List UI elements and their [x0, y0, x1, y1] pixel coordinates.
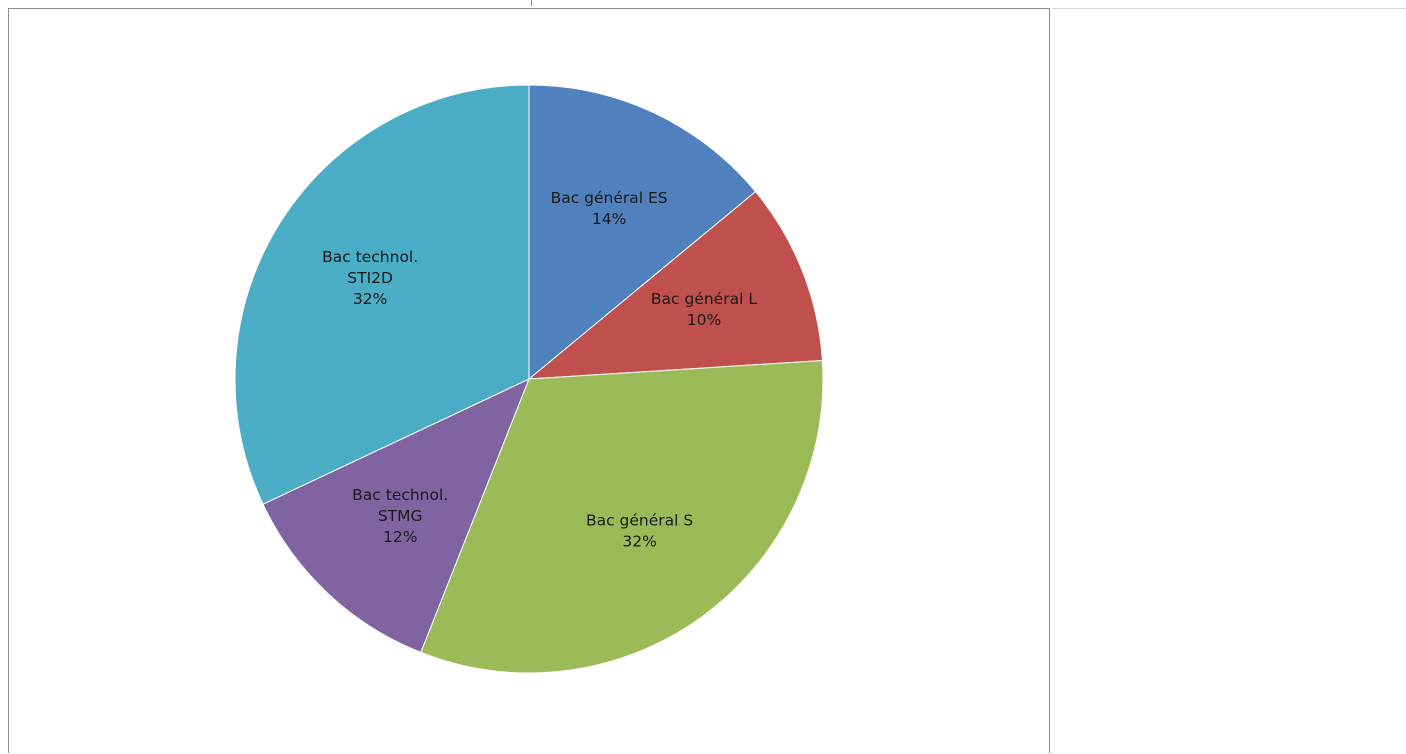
pie-slice[interactable] [528, 84, 757, 381]
pie-slice[interactable] [234, 84, 530, 505]
slice-value-label: 14% [592, 210, 626, 228]
slice-category-label: Bac général S [586, 512, 693, 530]
slice-label: Bac technol. STI2D 32% [322, 248, 418, 308]
top-marker [531, 0, 532, 6]
pie-labels: Bac général ES 14%Bac général L 10%Bac gén… [322, 189, 757, 550]
chart-area[interactable]: Bac général ES 14% Bac général L 10% Bac gén… [8, 8, 1050, 753]
slice-value-label: 32% [622, 533, 656, 551]
slice-category-label: Bac technol. [352, 486, 448, 504]
slice-label: Bac général S 32% [586, 512, 693, 551]
slice-category-label: STMG [378, 507, 423, 525]
slice-label: Bac technol. STMG 12% [352, 486, 448, 546]
slice-category-label: Bac technol. [322, 248, 418, 266]
slice-category-label: Bac général L [651, 290, 757, 308]
slice-value-label: 12% [383, 528, 417, 546]
slice-label: Bac général L 10% [651, 290, 757, 329]
pie-chart: Bac général ES 14%Bac général L 10%Bac gén… [234, 84, 824, 674]
pie-slice[interactable] [527, 190, 823, 380]
slice-value-label: 10% [687, 311, 721, 329]
pie-slice[interactable] [420, 360, 824, 674]
pie-slice[interactable] [262, 378, 530, 654]
slice-category-label: STI2D [347, 269, 393, 287]
slice-category-label: Bac général ES [551, 189, 668, 207]
slice-label: Bac général ES 14% [551, 189, 668, 228]
adjacent-frame-border [1052, 8, 1406, 9]
slice-value-label: 32% [353, 290, 387, 308]
pie-slices [234, 84, 824, 674]
